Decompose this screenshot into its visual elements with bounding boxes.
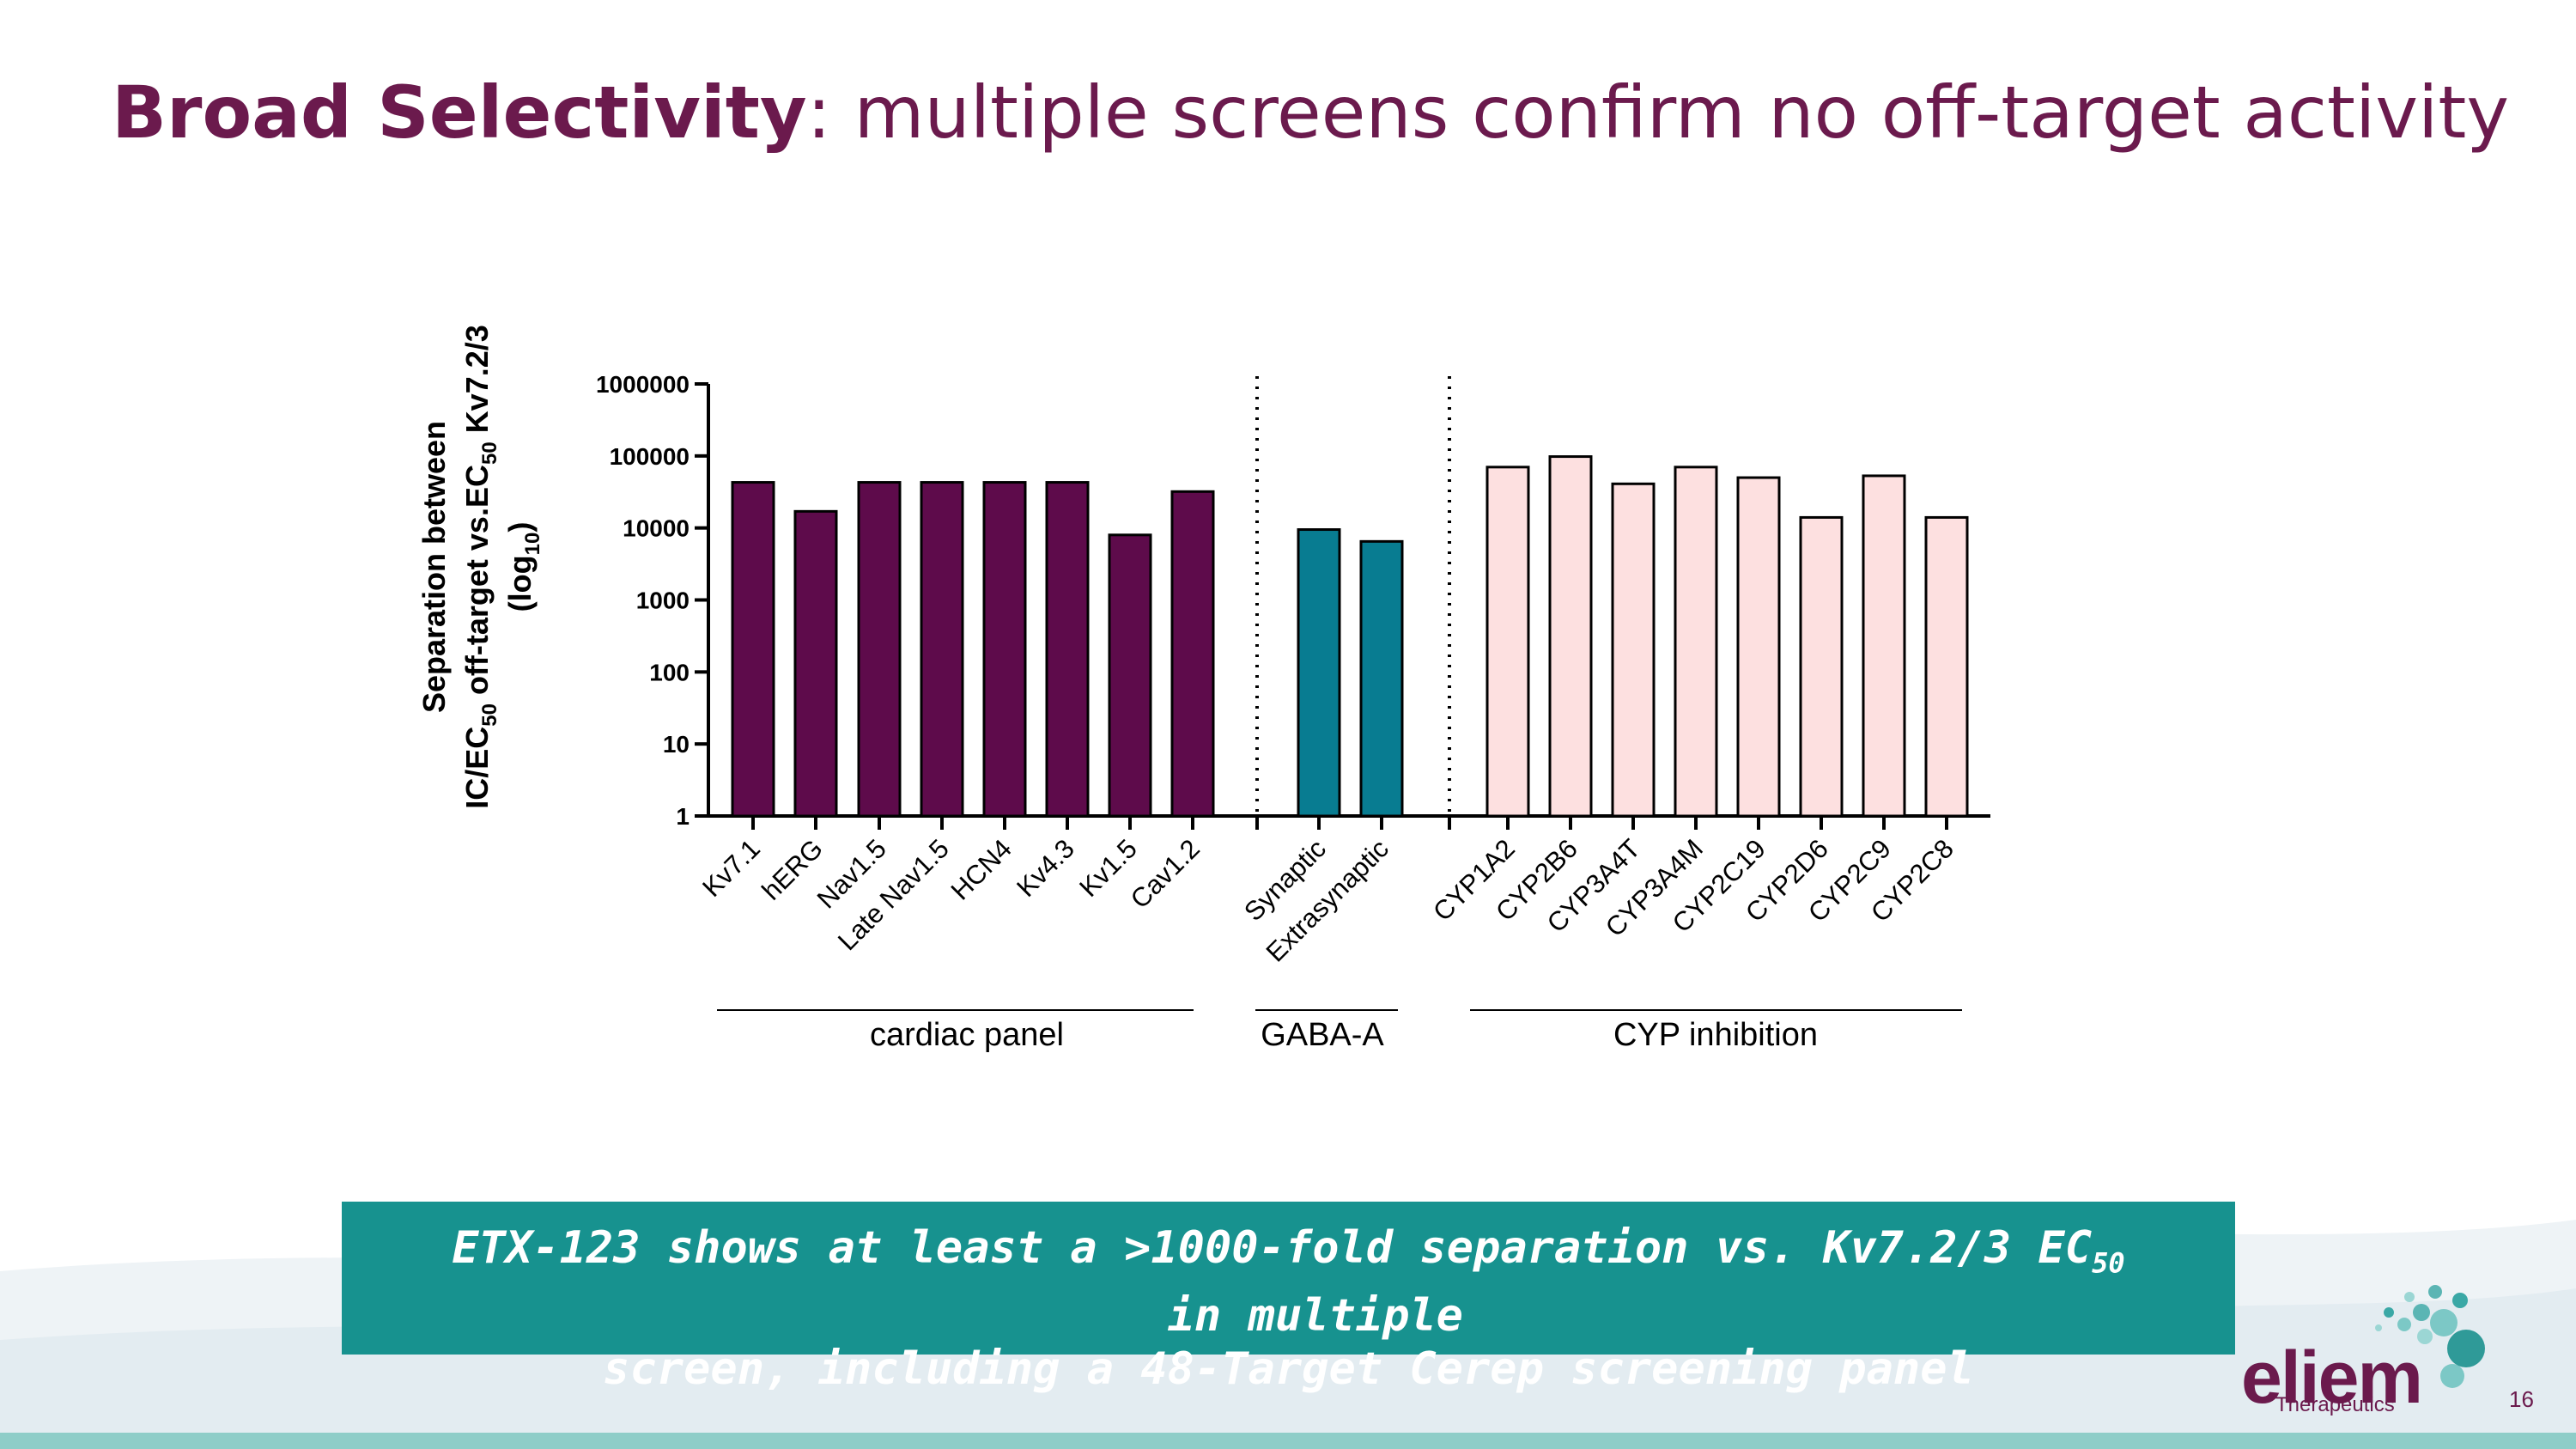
y-tick-label: 10 [663,731,690,758]
page-number: 16 [2509,1386,2534,1412]
page-title: Broad Selectivity: multiple screens conf… [112,70,2509,155]
group-label: CYP inhibition [1613,1017,1818,1053]
logo-subtitle: Therapeutics [2275,1393,2395,1416]
bar [857,481,902,818]
y-axis-label-line3: (log10) [502,522,544,612]
bar [731,481,775,818]
bar [982,481,1027,818]
y-tick-label: 1 [676,803,690,830]
plot-area: 1101001000100001000001000000Kv7.1hERGNav… [596,371,1990,1053]
x-tick-label: Kv7.1 [696,833,766,903]
y-tick-label: 10000 [623,515,690,542]
bar [1674,466,1718,818]
logo-wordmark: eliem [2241,1336,2423,1419]
selectivity-bar-chart: Separation between IC/EC50 off-target vs… [416,325,1990,1053]
x-tick-label: HCN4 [945,833,1018,905]
bar [1045,481,1090,818]
bar [1170,490,1215,818]
callout-line2: screen, including a 48-Target Cerep scre… [603,1343,1974,1396]
bar [1297,528,1341,818]
x-tick-label: Kv4.3 [1011,833,1080,903]
bar [1736,476,1781,818]
bar [1359,539,1404,818]
callout-line1: ETX-123 shows at least a >1000-fold sepa… [452,1222,2125,1342]
x-tick-label: Cav1.2 [1125,833,1206,914]
logo-dots [2375,1285,2485,1388]
y-tick-label: 1000000 [596,371,690,398]
bar [920,481,964,818]
y-tick-label: 100000 [610,443,690,470]
y-tick-label: 1000 [636,588,690,614]
y-tick-label: 100 [649,659,690,685]
title-bold: Broad Selectivity [112,70,807,155]
y-axis-label: Separation between IC/EC50 off-target vs… [416,325,544,809]
y-axis-label-line1: Separation between [416,421,452,713]
bar [1108,533,1152,818]
bar [1924,515,1969,818]
footer-bar [0,1433,2576,1449]
bar [1862,474,1906,818]
y-axis-label-line2: IC/EC50 off-target vs.EC50 Kv7.2/3 [459,325,501,809]
group-label: GABA-A [1261,1017,1384,1053]
bar [1548,455,1593,818]
bar [1799,515,1844,818]
bar [1611,482,1656,818]
title-rest: : multiple screens confirm no off-target… [806,70,2510,155]
bar [1485,466,1530,818]
callout-box: ETX-123 shows at least a >1000-fold sepa… [342,1202,2235,1395]
bar [793,509,838,818]
group-label: cardiac panel [870,1017,1064,1053]
